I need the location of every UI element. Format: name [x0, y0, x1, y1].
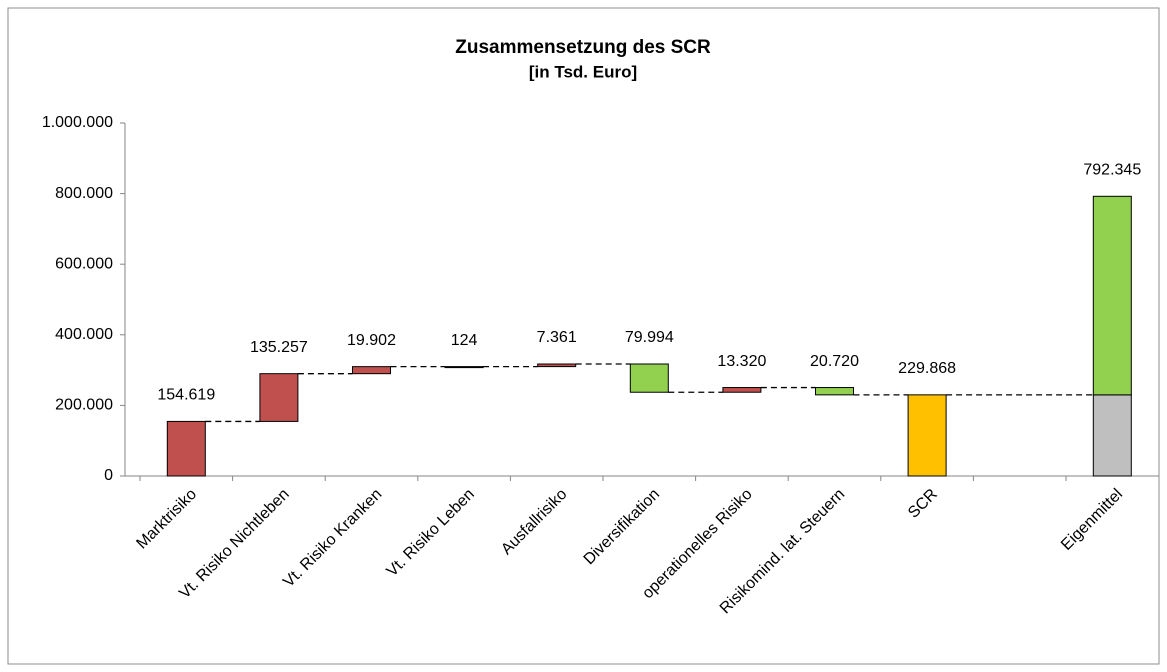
data-label: 7.361 [537, 329, 577, 346]
y-tick-label: 1.000.000 [42, 114, 113, 131]
y-tick-label: 800.000 [55, 185, 113, 202]
chart-title: Zusammensetzung des SCR [455, 37, 711, 58]
chart-subtitle: [in Tsd. Euro] [529, 62, 637, 81]
data-label: 79.994 [625, 329, 674, 346]
y-tick-label: 400.000 [55, 326, 113, 343]
chart-border [7, 7, 1160, 665]
bar [722, 387, 762, 393]
data-label: 13.320 [717, 353, 766, 370]
y-tick-label: 0 [104, 467, 113, 484]
data-label: 792.345 [1083, 162, 1141, 179]
bar [166, 420, 206, 477]
bar [907, 394, 947, 477]
y-tick-label: 200.000 [55, 397, 113, 414]
bar-cover [1092, 394, 1132, 477]
bar [259, 373, 299, 422]
bar [815, 387, 854, 396]
bar [352, 366, 391, 375]
bar [629, 363, 669, 393]
data-label: 124 [451, 332, 478, 349]
data-label: 20.720 [810, 353, 859, 370]
data-label: 229.868 [898, 360, 956, 377]
data-label: 135.257 [250, 339, 308, 356]
bar [537, 363, 577, 368]
bar [444, 366, 484, 369]
data-label: 19.902 [347, 332, 396, 349]
bar [1092, 195, 1132, 396]
y-tick-label: 600.000 [55, 255, 113, 272]
data-label: 154.619 [157, 387, 215, 404]
